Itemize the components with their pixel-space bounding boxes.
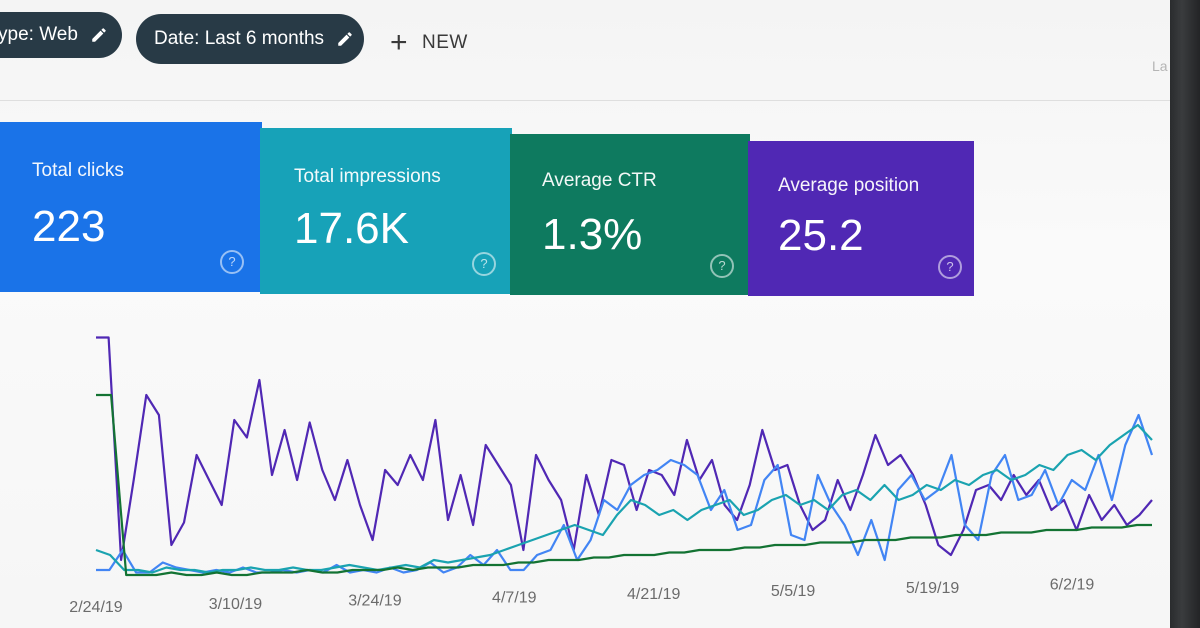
x-tick-label: 5/19/19 — [906, 580, 959, 597]
x-tick-label: 3/10/19 — [209, 596, 262, 613]
series-line-2 — [95, 423, 1153, 574]
x-tick-label: 4/7/19 — [492, 589, 537, 606]
metric-label: Total clicks — [32, 160, 124, 181]
pencil-icon[interactable] — [90, 26, 108, 44]
question-circle-icon[interactable]: ? — [220, 250, 244, 274]
x-tick-label: 4/21/19 — [627, 586, 680, 603]
search-type-filter-label: ype: Web — [0, 24, 78, 45]
x-tick-label: 6/2/19 — [1050, 577, 1095, 594]
x-tick-label: 3/24/19 — [348, 593, 401, 610]
total-clicks-card[interactable]: Total clicks 223 ? — [0, 122, 262, 292]
metric-value: 223 — [32, 202, 106, 251]
question-circle-icon[interactable]: ? — [472, 252, 496, 276]
search-type-filter-chip[interactable]: ype: Web — [0, 12, 122, 58]
metric-value: 17.6K — [294, 204, 409, 253]
series-line-0 — [96, 336, 1153, 562]
question-circle-icon[interactable]: ? — [938, 255, 962, 279]
average-ctr-card[interactable]: Average CTR 1.3% ? — [510, 134, 750, 295]
x-tick-label: 2/24/19 — [69, 599, 122, 616]
metric-value: 25.2 — [778, 211, 864, 260]
average-position-card[interactable]: Average position 25.2 ? — [748, 141, 974, 296]
filter-toolbar: ype: Web Date: Last 6 months + NEW La — [0, 0, 1170, 101]
series-line-3 — [96, 393, 1152, 577]
pencil-icon[interactable] — [336, 30, 354, 48]
date-filter-chip[interactable]: Date: Last 6 months — [136, 14, 364, 64]
monitor-bezel — [1170, 0, 1200, 628]
new-filter-button[interactable]: + NEW — [390, 28, 468, 58]
total-impressions-card[interactable]: Total impressions 17.6K ? — [260, 128, 512, 294]
metric-value: 1.3% — [542, 210, 643, 259]
search-console-screen: ype: Web Date: Last 6 months + NEW La To… — [0, 0, 1170, 628]
metric-label: Total impressions — [294, 166, 441, 187]
date-filter-label: Date: Last 6 months — [154, 28, 325, 49]
metric-label: Average CTR — [542, 170, 657, 191]
performance-chart-svg: 2/24/19 3/10/19 3/24/19 4/7/19 4/21/19 5/5/19… — [69, 336, 1154, 616]
performance-chart[interactable]: 2/24/19 3/10/19 3/24/19 4/7/19 4/21/19 5/5/19… — [0, 300, 1170, 628]
x-tick-label: 5/5/19 — [771, 583, 816, 600]
series-line-1 — [96, 413, 1154, 574]
plus-icon: + — [390, 26, 409, 59]
metric-label: Average position — [778, 175, 920, 196]
new-filter-label: NEW — [422, 32, 468, 53]
truncated-label: La — [1152, 58, 1168, 74]
question-circle-icon[interactable]: ? — [710, 254, 734, 278]
